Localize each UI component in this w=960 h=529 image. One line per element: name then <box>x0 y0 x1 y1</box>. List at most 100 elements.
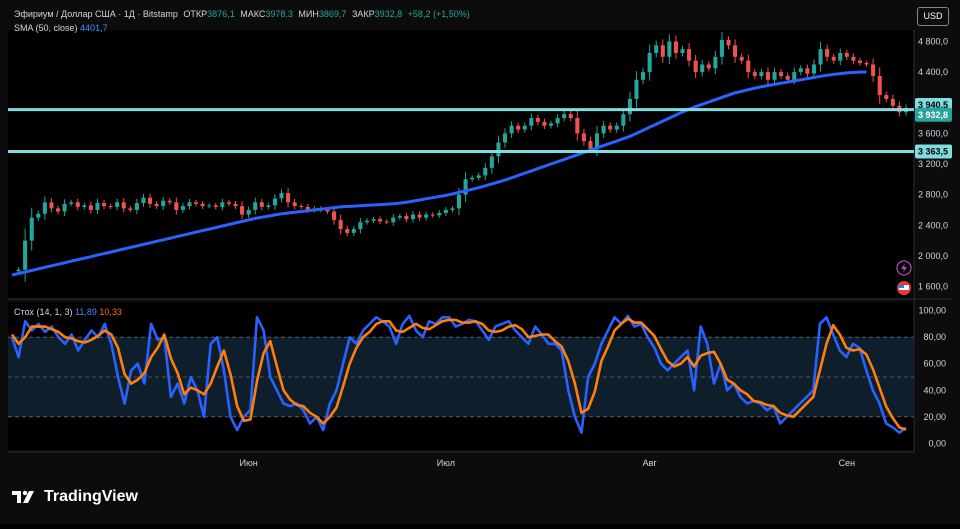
candle-body[interactable] <box>220 202 225 207</box>
candle-body[interactable] <box>299 206 304 208</box>
candle-body[interactable] <box>772 72 777 80</box>
candle-body[interactable] <box>134 203 139 210</box>
candle-body[interactable] <box>101 203 107 207</box>
candle-body[interactable] <box>456 194 462 209</box>
candle-body[interactable] <box>108 206 113 208</box>
candle-body[interactable] <box>654 45 659 53</box>
candle-body[interactable] <box>641 72 646 80</box>
candle-body[interactable] <box>292 202 297 207</box>
candle-body[interactable] <box>121 202 126 209</box>
candle-body[interactable] <box>483 167 488 176</box>
candle-body[interactable] <box>351 229 356 233</box>
candle-body[interactable] <box>739 56 744 61</box>
candle-body[interactable] <box>601 125 606 134</box>
candle-body[interactable] <box>818 49 823 65</box>
candle-body[interactable] <box>831 56 836 61</box>
candle-body[interactable] <box>213 205 218 207</box>
candle-body[interactable] <box>805 68 810 74</box>
candle-body[interactable] <box>154 203 159 207</box>
candle-body[interactable] <box>410 214 416 220</box>
candle-body[interactable] <box>568 114 573 119</box>
candle-body[interactable] <box>779 72 784 76</box>
candle-body[interactable] <box>871 64 876 76</box>
candle-body[interactable] <box>792 72 797 80</box>
candle-body[interactable] <box>759 72 764 76</box>
candle-body[interactable] <box>246 209 251 215</box>
candle-body[interactable] <box>884 95 889 99</box>
candle-body[interactable] <box>785 75 790 80</box>
candle-body[interactable] <box>877 75 882 96</box>
candle-body[interactable] <box>391 217 396 223</box>
candle-body[interactable] <box>69 202 74 204</box>
candle-body[interactable] <box>358 222 363 230</box>
candle-body[interactable] <box>647 52 652 73</box>
lightning-icon[interactable] <box>896 260 912 276</box>
candle-body[interactable] <box>266 205 271 207</box>
candle-body[interactable] <box>733 45 738 57</box>
candle-body[interactable] <box>614 125 619 130</box>
candle-body[interactable] <box>115 202 120 207</box>
candle-body[interactable] <box>378 219 383 222</box>
candle-body[interactable] <box>726 39 731 46</box>
candle-body[interactable] <box>437 213 442 216</box>
candle-body[interactable] <box>364 220 370 223</box>
candle-body[interactable] <box>233 203 238 207</box>
us-flag-icon[interactable] <box>897 281 911 295</box>
candle-body[interactable] <box>548 123 554 126</box>
candle-body[interactable] <box>838 52 843 61</box>
candle-body[interactable] <box>529 118 534 126</box>
candle-body[interactable] <box>75 202 80 207</box>
candle-body[interactable] <box>798 68 803 73</box>
candle-body[interactable] <box>167 200 172 203</box>
candle-body[interactable] <box>305 206 310 210</box>
candle-body[interactable] <box>522 125 527 130</box>
candle-body[interactable] <box>161 200 166 207</box>
candle-body[interactable] <box>693 60 698 73</box>
candle-body[interactable] <box>660 45 665 57</box>
candle-body[interactable] <box>253 202 258 210</box>
candle-body[interactable] <box>509 125 514 134</box>
candle-body[interactable] <box>82 205 87 207</box>
sma-line[interactable] <box>11 70 867 277</box>
candle-body[interactable] <box>23 240 28 270</box>
candle-body[interactable] <box>194 202 199 204</box>
candle-body[interactable] <box>502 133 508 143</box>
currency-button[interactable]: USD <box>917 7 949 26</box>
candle-body[interactable] <box>864 62 869 65</box>
candle-body[interactable] <box>240 206 245 215</box>
candle-body[interactable] <box>719 39 724 57</box>
candle-body[interactable] <box>332 211 337 220</box>
candle-body[interactable] <box>286 193 291 203</box>
candle-body[interactable] <box>825 49 830 57</box>
candle-body[interactable] <box>259 202 264 207</box>
candle-body[interactable] <box>29 217 34 241</box>
candle-body[interactable] <box>496 142 501 157</box>
candle-body[interactable] <box>713 56 718 69</box>
candle-body[interactable] <box>338 219 343 230</box>
symbol-title[interactable]: Эфириум / Доллар США · 1Д · Bitstamp <box>14 9 178 19</box>
candle-body[interactable] <box>575 118 580 134</box>
candle-body[interactable] <box>200 203 205 207</box>
candle-body[interactable] <box>174 202 179 210</box>
candle-body[interactable] <box>279 193 284 199</box>
candle-body[interactable] <box>667 41 672 57</box>
candle-body[interactable] <box>430 214 435 216</box>
candle-body[interactable] <box>49 202 54 209</box>
candle-body[interactable] <box>844 52 849 57</box>
candle-body[interactable] <box>88 205 93 210</box>
candle-body[interactable] <box>450 208 455 210</box>
candle-body[interactable] <box>706 64 711 69</box>
candle-body[interactable] <box>581 133 586 142</box>
candle-body[interactable] <box>489 156 494 168</box>
candle-body[interactable] <box>62 203 67 212</box>
candle-body[interactable] <box>890 98 895 106</box>
candle-body[interactable] <box>857 60 863 63</box>
candle-body[interactable] <box>180 206 185 210</box>
candle-body[interactable] <box>272 198 277 206</box>
candle-body[interactable] <box>148 197 153 204</box>
candle-body[interactable] <box>42 202 47 214</box>
candle-body[interactable] <box>187 202 192 207</box>
candle-body[interactable] <box>765 72 770 80</box>
candle-body[interactable] <box>634 79 639 99</box>
